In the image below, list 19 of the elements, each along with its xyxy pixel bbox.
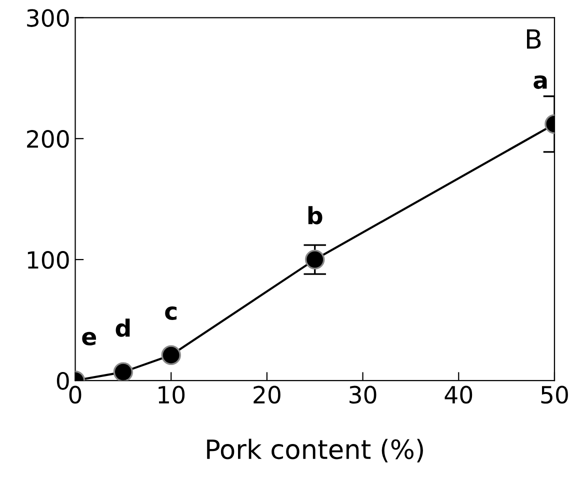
x-tick-label: 50 [541, 386, 568, 404]
x-tick-label: 20 [254, 386, 280, 404]
x-tick-label: 0 [69, 386, 82, 404]
y-tick-label: 0 [56, 372, 69, 390]
x-tick-label: 10 [158, 386, 185, 404]
annotation: d [116, 318, 130, 337]
annotation: c [165, 306, 177, 320]
x-tick-label: 40 [444, 386, 472, 404]
y-tick-label: 100 [28, 251, 69, 269]
annotation: a [534, 75, 547, 89]
annotation: b [308, 206, 322, 224]
point [113, 362, 134, 381]
y-tick-label: 200 [27, 130, 69, 148]
annotation: B [526, 29, 541, 49]
x-axis-title: Pork content (%) [207, 438, 423, 462]
point [161, 345, 181, 365]
annotation: e [82, 332, 96, 346]
x-tick-label: 30 [350, 386, 376, 404]
y-tick-label: 300 [27, 9, 69, 27]
